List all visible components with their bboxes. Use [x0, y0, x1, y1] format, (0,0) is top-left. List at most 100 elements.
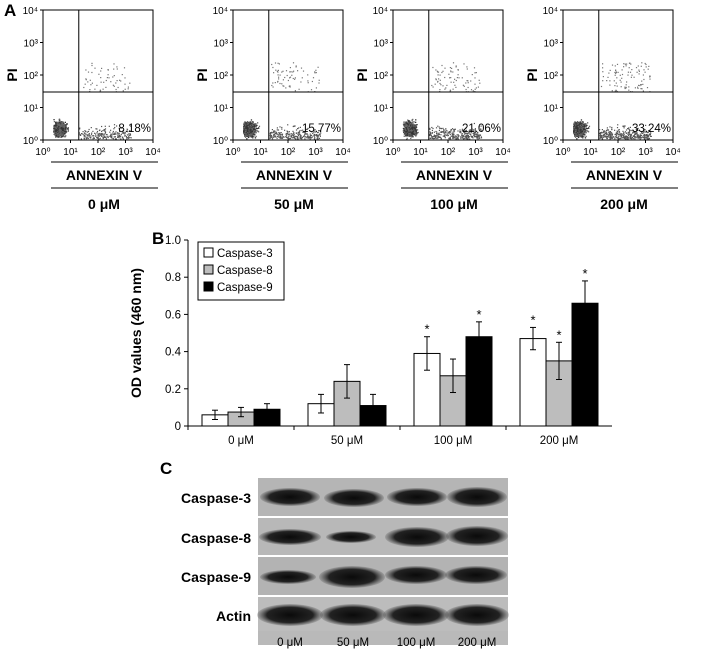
scatter-point — [57, 132, 59, 135]
scatter-point — [253, 128, 255, 130]
scatter-point — [647, 137, 649, 139]
scatter-point — [250, 126, 253, 128]
scatter-point — [246, 129, 249, 132]
scatter-point — [431, 136, 433, 138]
scatter-point — [63, 128, 65, 130]
scatter-point — [576, 123, 578, 125]
scatter-point — [431, 137, 433, 139]
scatter-point — [645, 124, 647, 126]
scatter-point — [618, 133, 620, 135]
scatter-point — [298, 134, 300, 136]
scatter-point — [437, 135, 439, 137]
scatter-point — [110, 129, 112, 131]
scatter-point — [438, 134, 440, 136]
scatter-point — [414, 129, 416, 132]
scatter-point — [582, 125, 584, 127]
scatter-point — [126, 129, 129, 131]
scatter-point — [580, 131, 582, 133]
scatter-point — [79, 133, 81, 136]
scatter-point — [246, 138, 248, 140]
scatter-point — [455, 65, 457, 67]
scatter-point — [437, 74, 439, 76]
scatter-point — [57, 136, 59, 138]
scatter-point — [99, 137, 101, 139]
scatter-point — [302, 129, 304, 131]
scatter-point — [479, 134, 482, 136]
scatter-point — [474, 129, 476, 131]
scatter-point — [292, 136, 294, 139]
scatter-point — [113, 75, 115, 77]
y-axis-label: PI — [4, 68, 20, 81]
scatter-point — [245, 135, 247, 137]
scatter-point — [100, 135, 103, 137]
scatter-point — [304, 132, 307, 134]
scatter-point — [244, 136, 247, 138]
scatter-point — [256, 130, 259, 132]
scatter-point — [415, 119, 417, 121]
scatter-point — [615, 72, 617, 75]
scatter-point — [116, 125, 118, 127]
scatter-point — [475, 72, 477, 74]
scatter-point — [252, 135, 254, 137]
scatter-point — [250, 132, 252, 134]
scatter-point — [110, 135, 112, 137]
scatter-point — [575, 125, 577, 127]
scatter-point — [438, 132, 440, 134]
scatter-point — [574, 121, 576, 123]
x-tick-label: 10³ — [118, 147, 133, 158]
scatter-point — [405, 132, 407, 134]
scatter-point — [90, 137, 92, 139]
scatter-point — [409, 124, 411, 126]
scatter-point — [292, 62, 295, 64]
scatter-point — [297, 137, 299, 139]
scatter-point — [411, 121, 414, 123]
scatter-point — [309, 136, 311, 138]
scatter-point — [473, 133, 475, 135]
scatter-point — [434, 83, 436, 85]
scatter-point — [113, 128, 115, 130]
scatter-point — [648, 138, 650, 140]
scatter-point — [450, 77, 452, 79]
scatter-point — [279, 132, 281, 134]
scatter-point — [471, 130, 473, 132]
scatter-point — [614, 129, 616, 131]
scatter-point — [289, 76, 292, 78]
scatter-point — [403, 124, 405, 126]
scatter-point — [245, 125, 247, 127]
scatter-point — [479, 82, 481, 84]
y-tick-label: 10² — [24, 71, 39, 82]
scatter-point — [297, 128, 299, 130]
scatter-point — [615, 132, 617, 134]
scatter-point — [298, 88, 300, 90]
scatter-point — [455, 86, 457, 88]
scatter-point — [122, 136, 124, 138]
scatter-point — [580, 126, 583, 128]
scatter-point — [580, 129, 582, 131]
scatter-point — [407, 122, 410, 124]
scatter-point — [64, 131, 66, 133]
scatter-point — [98, 135, 100, 137]
scatter-point — [617, 124, 619, 126]
scatter-point — [608, 72, 610, 74]
y-tick-label: 10⁰ — [373, 136, 388, 147]
x-tick-label: 10² — [281, 147, 296, 158]
scatter-point — [90, 127, 92, 129]
scatter-point — [603, 130, 605, 133]
scatter-point — [305, 133, 307, 135]
scatter-point — [313, 134, 316, 136]
scatter-point — [579, 124, 581, 126]
scatter-point — [307, 134, 309, 136]
scatter-point — [250, 131, 252, 133]
scatter-point — [405, 124, 408, 126]
scatter-point — [619, 131, 621, 133]
scatter-point — [273, 130, 275, 133]
scatter-point — [435, 79, 437, 81]
scatter-point — [103, 135, 106, 137]
scatter-point — [628, 127, 630, 129]
scatter-point — [64, 124, 67, 127]
scatter-point — [112, 138, 114, 140]
scatter-point — [430, 135, 432, 137]
scatter-point — [404, 127, 406, 130]
scatter-point — [113, 136, 115, 138]
scatter-point — [245, 127, 247, 129]
